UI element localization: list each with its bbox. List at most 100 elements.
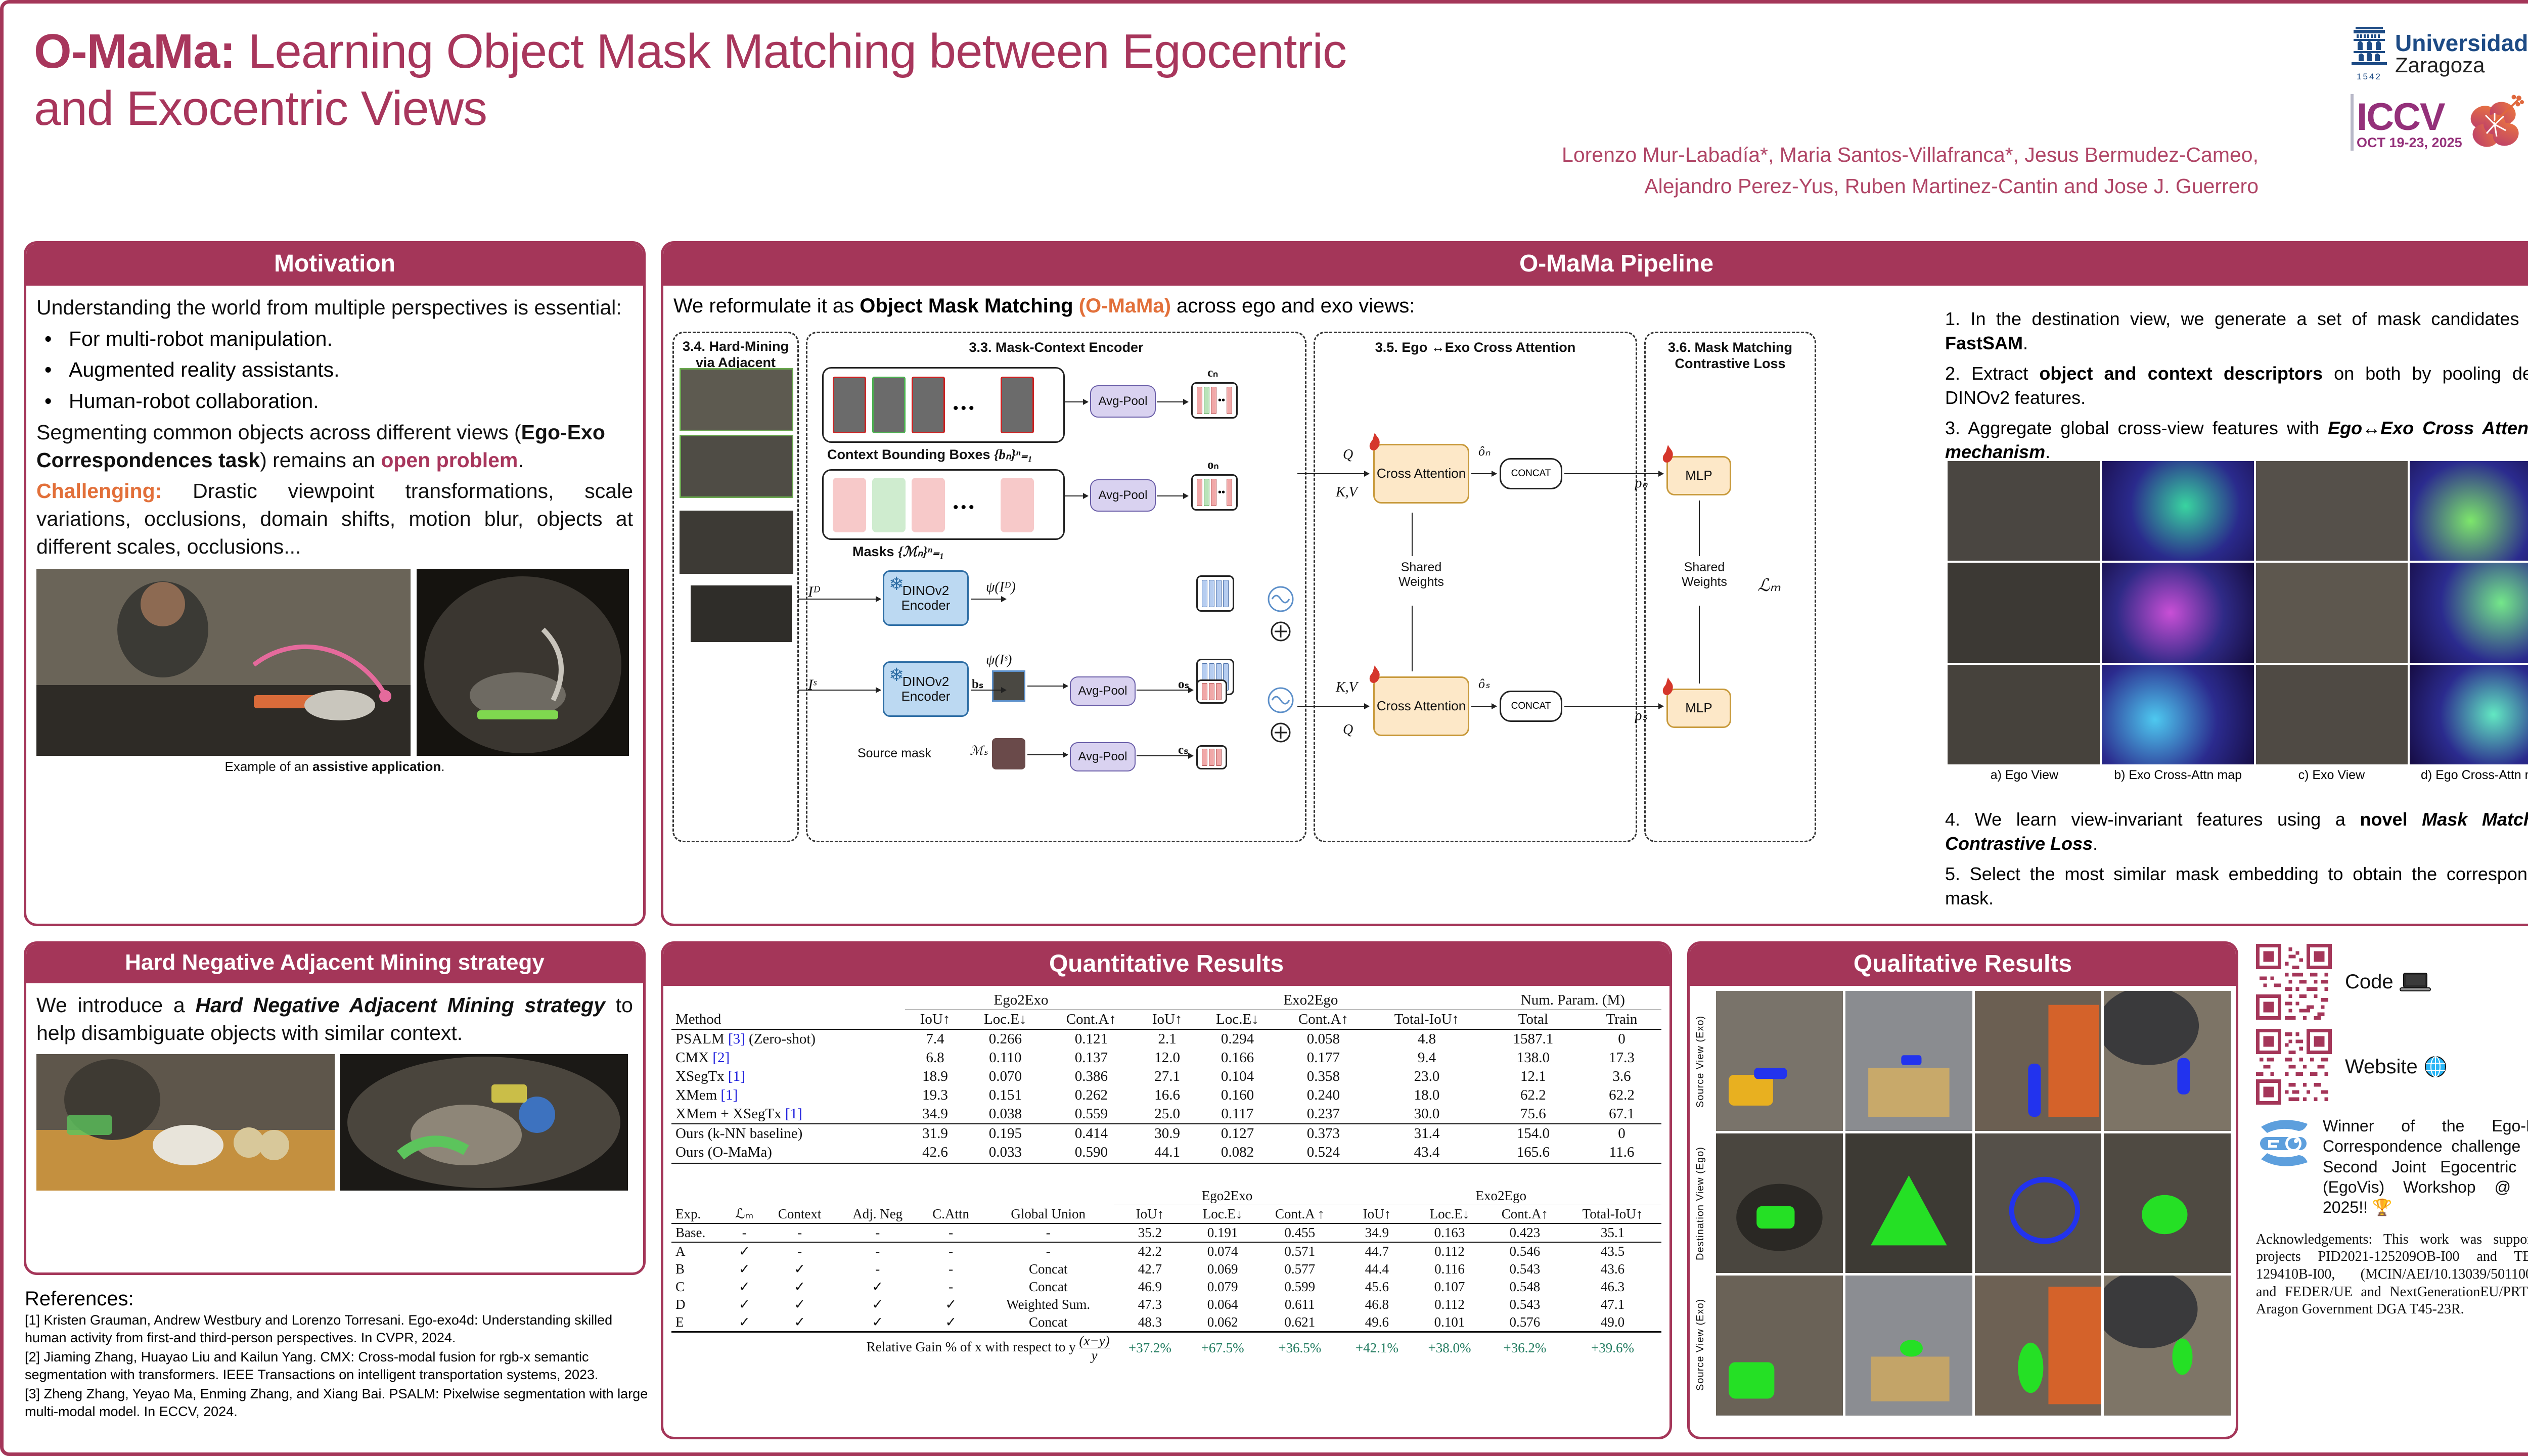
cell-value: 47.1: [1600, 1297, 1625, 1312]
table-row: D ✓ ✓ ✓ ✓ Weighted Sum. 47.3 0.064 0.611 46.8 0.11…: [671, 1296, 1661, 1313]
ellipsis-icon: ••: [1218, 486, 1226, 498]
uz-line-1: Universidad: [2395, 29, 2528, 56]
cell-exp: D: [675, 1297, 686, 1312]
row-label-3: Source View (Exo): [1695, 1298, 1706, 1391]
p2-bold: Ego-Exo Correspondences task: [36, 421, 605, 472]
cell-flag: ✓: [794, 1297, 805, 1312]
avg-pool-context: Avg-Pool: [1090, 385, 1156, 418]
cell-value: 46.9: [1138, 1279, 1162, 1294]
cell-value: 0.070: [988, 1068, 1022, 1084]
cell-value: 75.6: [1520, 1106, 1546, 1122]
cell-flag: ✓: [738, 1279, 750, 1294]
dinov2-encoder-source: DINOv2 Encoder: [883, 661, 969, 717]
cell-gain: +67.5%: [1201, 1340, 1244, 1356]
cell-value: 62.2: [1520, 1087, 1546, 1103]
cell-value: 2.1: [1158, 1031, 1177, 1047]
main-table-body: PSALM [3] (Zero-shot) 7.4 0.266 0.121 2.1 0.2…: [671, 1029, 1661, 1163]
loss-label: ℒₘ: [1757, 576, 1781, 595]
feature-slice: [1202, 683, 1207, 700]
col-abl-conta-e2x: Cont.A ↑: [1275, 1206, 1325, 1221]
cell-value: 0.524: [1306, 1144, 1340, 1160]
cell-global-union: -: [1046, 1244, 1051, 1259]
table-row: B ✓ ✓ - - Concat 42.7 0.069 0.577 44.4 0.116 0.543 4…: [671, 1260, 1661, 1278]
key-value-label-exo: K,V: [1336, 679, 1358, 695]
cell-gain: +36.5%: [1278, 1340, 1322, 1356]
hard-negative-body: We introduce a Hard Negative Adjacent Mi…: [26, 983, 643, 1199]
source-image-ego: [691, 585, 792, 642]
cell-value: 25.0: [1154, 1106, 1180, 1122]
cell-value: 35.2: [1138, 1225, 1162, 1240]
pipeline-heading: O-MaMa Pipeline: [663, 244, 2528, 286]
arrow-q-to-ca-exo: [1297, 703, 1370, 709]
cell-value: 0.195: [988, 1125, 1022, 1142]
feature-slice: [1197, 479, 1202, 506]
row-label-2: Destination View (Ego): [1695, 1146, 1706, 1260]
hard-mining-thumb-1: [680, 368, 793, 431]
website-qr-code[interactable]: [2256, 1029, 2332, 1105]
cell-value: 0.127: [1221, 1125, 1254, 1142]
arrow-pool-to-os: [1137, 687, 1194, 693]
mlp-block-exo: MLP: [1666, 689, 1731, 728]
cell-flag: ✓: [738, 1261, 750, 1277]
source-object-embedding-os: [1196, 679, 1227, 704]
avg-pool-object: Avg-Pool: [1090, 479, 1156, 512]
cell-value: 138.0: [1516, 1050, 1550, 1066]
mask-thumb-1: [833, 478, 866, 532]
cell-global-union: -: [1046, 1225, 1051, 1240]
cell-value: 0.373: [1306, 1125, 1340, 1142]
cell-flag: ✓: [872, 1314, 884, 1330]
cell-method: XSegTx [1]: [675, 1068, 745, 1084]
website-link-row[interactable]: Website: [2256, 1029, 2528, 1105]
col-total-param: Total: [1518, 1011, 1548, 1027]
cell-method: Ours (O-MaMa): [675, 1144, 772, 1160]
qualitative-figure: Source View (Exo) Destination View (Ego)…: [1695, 991, 2231, 1416]
code-link-row[interactable]: Code: [2256, 944, 2528, 1020]
quantitative-heading: Quantitative Results: [663, 944, 1669, 986]
table-row: CMX [2] 6.8 0.110 0.137 12.0 0.166 0.177 9.4 138…: [671, 1049, 1661, 1067]
cell-value: 0.079: [1207, 1279, 1238, 1294]
feature-slice: [1216, 749, 1222, 766]
citation-link[interactable]: [1]: [720, 1087, 738, 1103]
cell-value: 0: [1618, 1031, 1626, 1047]
pipeline-intro: We reformulate it as Object Mask Matchin…: [673, 295, 2528, 317]
cell-flag: -: [797, 1225, 802, 1240]
arrow-context-to-pool: [1065, 399, 1089, 405]
cell-value: 42.7: [1138, 1261, 1162, 1277]
ablation-table-body: Base. - - - - - 35.2 0.191 0.455 34.9 0.163 0.423 35…: [671, 1223, 1661, 1332]
col-abl-iou-e2x: IoU↑: [1136, 1206, 1164, 1221]
cell-value: 0.237: [1306, 1106, 1340, 1122]
cell-value: 0.559: [1074, 1106, 1108, 1122]
logo-group: 1542 Universidad Zaragoza ICCV OCT 19-23…: [2351, 25, 2528, 197]
col-global-union: Global Union: [1011, 1206, 1086, 1221]
context-thumb-3: [912, 377, 945, 433]
ego-crossattn-map-1: [2410, 461, 2528, 561]
references-section: References: [1] Kristen Grauman, Andrew …: [25, 1288, 652, 1423]
citation-link[interactable]: [3]: [728, 1031, 745, 1047]
cross-attention-block-ego: Cross Attention: [1373, 444, 1469, 504]
cell-value: 0.590: [1074, 1144, 1108, 1160]
cell-value: 0.064: [1207, 1297, 1238, 1312]
ego-scene-illustration: [417, 569, 629, 756]
cell-value: 0.294: [1221, 1031, 1254, 1047]
cross-attention-title: 3.5. Ego ↔Exo Cross Attention: [1375, 340, 1576, 355]
arrow-dino-d-out: [971, 596, 1007, 602]
arrow-img-s-to-dino: [798, 687, 881, 693]
laptop-icon: [2399, 973, 2431, 991]
qual-image: [1716, 991, 1843, 1131]
arrow-concat-to-mlp-ego: [1564, 471, 1664, 477]
cell-value: 31.4: [1414, 1125, 1440, 1142]
psi-ID-label: ψ(Iᴰ): [986, 579, 1016, 595]
citation-link[interactable]: [1]: [785, 1106, 802, 1122]
cell-value: 47.3: [1138, 1297, 1162, 1312]
citation-link[interactable]: [2]: [712, 1050, 730, 1066]
citation-link[interactable]: [1]: [728, 1068, 745, 1084]
cell-value: 0.107: [1434, 1279, 1465, 1294]
cell-value: 0.069: [1207, 1261, 1238, 1277]
cell-value: 35.1: [1600, 1225, 1625, 1240]
cell-value: 46.3: [1600, 1279, 1625, 1294]
cell-value: 18.0: [1414, 1087, 1440, 1103]
ID-label: Iᴰ: [808, 583, 821, 600]
authors-line-2: Alejandro Perez-Yus, Ruben Martinez-Cant…: [1644, 174, 2259, 198]
code-qr-code[interactable]: [2256, 944, 2332, 1020]
source-bbox-thumb: [992, 670, 1025, 702]
